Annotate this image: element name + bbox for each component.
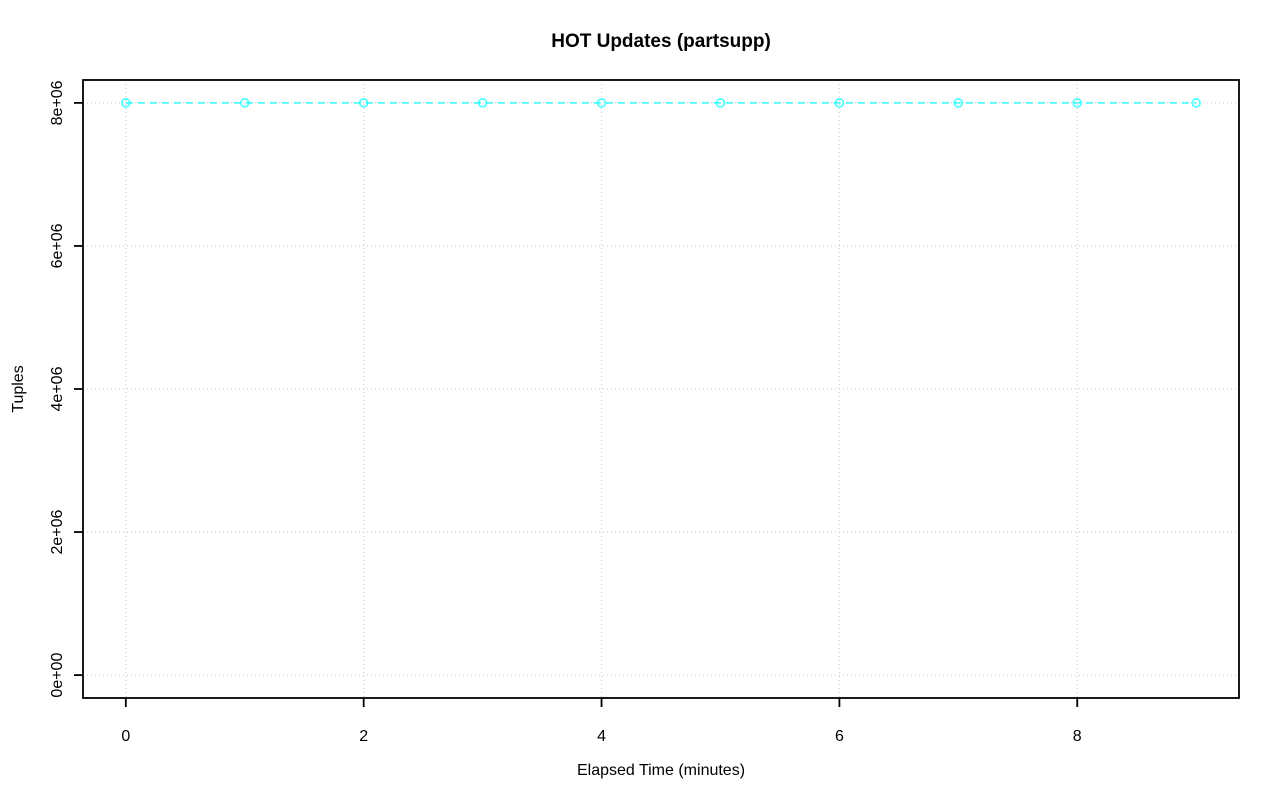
y-tick-label: 2e+06 bbox=[49, 509, 66, 554]
data-point bbox=[953, 98, 964, 108]
x-tick-label: 0 bbox=[121, 728, 130, 745]
data-point bbox=[239, 98, 250, 108]
y-tick-label: 0e+00 bbox=[49, 653, 66, 698]
x-tick-label: 8 bbox=[1073, 728, 1082, 745]
x-tick-label: 4 bbox=[597, 728, 606, 745]
x-axis-label: Elapsed Time (minutes) bbox=[576, 762, 746, 779]
chart-title: HOT Updates (partsupp) bbox=[551, 31, 771, 52]
data-point bbox=[596, 98, 607, 108]
data-point bbox=[477, 98, 488, 108]
data-point bbox=[358, 98, 369, 108]
x-tick-label: 2 bbox=[359, 728, 368, 745]
y-axis-label: Tuples bbox=[10, 365, 27, 413]
plot-border bbox=[82, 79, 1240, 699]
y-tick-label: 8e+06 bbox=[49, 80, 66, 125]
data-point bbox=[834, 98, 845, 108]
data-point bbox=[1191, 98, 1202, 108]
data-point bbox=[1072, 98, 1083, 108]
data-series bbox=[120, 98, 1202, 108]
data-point bbox=[120, 98, 131, 108]
y-tick-label: 6e+06 bbox=[49, 223, 66, 268]
grid bbox=[83, 80, 1239, 698]
data-point bbox=[715, 98, 726, 108]
axes: 0 2 4 6 8 0e+00 2e+06 4e+06 6e+06 8e+06 bbox=[49, 80, 1082, 745]
y-tick-label: 4e+06 bbox=[49, 366, 66, 411]
x-tick-label: 6 bbox=[835, 728, 844, 745]
